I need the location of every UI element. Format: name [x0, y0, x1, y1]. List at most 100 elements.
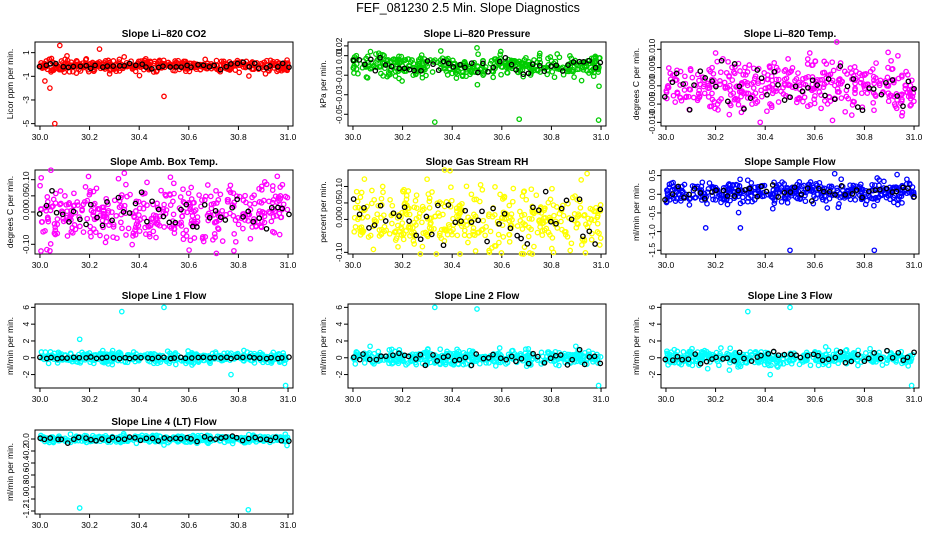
data-point — [352, 361, 359, 367]
y-tick-label: 0.5 — [647, 169, 657, 181]
outlier-point — [228, 371, 234, 378]
data-point — [714, 58, 721, 65]
data-point — [578, 77, 585, 84]
x-tick-label: 30.4 — [757, 394, 774, 404]
x-tick-label: 31.0 — [593, 132, 610, 142]
data-point — [465, 239, 471, 246]
data-point — [871, 107, 877, 114]
y-tick-label: -2 — [334, 371, 344, 379]
data-point — [116, 56, 123, 63]
reference-point — [542, 188, 549, 195]
data-point — [45, 360, 52, 367]
data-point — [412, 197, 419, 204]
panel-title: Slope Amb. Box Temp. — [110, 157, 218, 168]
reference-point — [263, 225, 270, 232]
data-point — [113, 212, 120, 219]
y-tick-label: -2 — [21, 371, 31, 379]
panel-title: Slope Line 2 Flow — [435, 291, 520, 302]
data-point — [858, 90, 865, 97]
data-point — [721, 79, 728, 86]
data-point — [144, 179, 150, 186]
data-point — [682, 73, 688, 80]
data-point — [705, 94, 712, 100]
data-point — [44, 194, 51, 200]
data-point — [115, 175, 122, 182]
outlier-point — [712, 50, 719, 56]
data-point — [369, 187, 375, 194]
data-point — [153, 234, 159, 241]
data-point — [785, 56, 791, 62]
x-tick-label: 30.2 — [707, 394, 724, 404]
data-point — [121, 54, 128, 60]
data-point — [802, 198, 809, 205]
x-tick-label: 30.2 — [707, 132, 724, 142]
reference-point — [60, 63, 67, 70]
x-tick-label: 30.2 — [394, 260, 411, 270]
outlier-point — [474, 306, 480, 312]
outlier-point — [56, 42, 63, 49]
y-tick-label: 0.05 — [334, 194, 344, 211]
data-point — [262, 70, 269, 77]
reference-point — [524, 241, 531, 247]
data-point — [242, 192, 248, 199]
data-point — [842, 108, 849, 115]
data-point — [748, 180, 755, 186]
outlier-point — [871, 247, 878, 254]
data-point — [537, 59, 544, 66]
figure-title: FEF_081230 2.5 Min. Slope Diagnostics — [356, 1, 580, 15]
reference-point — [228, 61, 234, 67]
data-point — [519, 226, 526, 232]
data-point — [727, 345, 734, 352]
data-point — [482, 232, 488, 239]
reference-point — [195, 61, 201, 68]
y-tick-label: 4 — [334, 322, 344, 327]
outlier-point — [245, 506, 252, 513]
data-point — [419, 243, 426, 250]
data-point — [357, 194, 364, 201]
y-tick-label: 0.02 — [334, 37, 344, 54]
data-point — [885, 98, 892, 105]
data-point — [236, 69, 243, 76]
data-point — [871, 202, 877, 209]
data-point — [804, 56, 811, 62]
x-tick-label: 30.8 — [230, 520, 247, 530]
y-tick-label: 0.00 — [21, 203, 31, 220]
data-point — [523, 196, 530, 203]
data-point — [735, 209, 742, 216]
data-point — [227, 182, 234, 189]
data-point — [701, 90, 708, 97]
outlier-point — [578, 177, 585, 183]
reference-point — [104, 63, 111, 69]
data-point — [204, 182, 211, 188]
data-point — [578, 242, 585, 248]
data-point — [818, 105, 824, 112]
y-tick-label: 0 — [647, 355, 657, 360]
data-point — [769, 205, 776, 212]
data-point — [483, 223, 489, 230]
reference-point — [518, 235, 524, 242]
y-tick-label: -1.0 — [647, 224, 657, 239]
x-tick-label: 30.6 — [181, 260, 198, 270]
x-tick-label: 30.2 — [81, 394, 98, 404]
plot-frame — [34, 41, 294, 127]
data-point — [132, 208, 139, 214]
data-point — [231, 231, 238, 237]
data-point — [187, 237, 194, 244]
data-point — [396, 75, 402, 82]
data-point — [103, 234, 110, 240]
reference-point — [781, 97, 788, 103]
data-point — [116, 68, 123, 74]
data-point — [274, 173, 281, 180]
reference-point — [126, 60, 133, 67]
x-tick-label: 30.8 — [230, 394, 247, 404]
reference-point — [200, 62, 207, 69]
data-point — [496, 239, 502, 246]
reference-point — [854, 104, 861, 110]
data-point — [400, 236, 407, 243]
data-point — [284, 65, 291, 72]
y-tick-label: 2 — [647, 338, 657, 343]
data-point — [855, 347, 862, 354]
y-tick-label: 0 — [21, 355, 31, 360]
y-tick-label: -1.5 — [647, 243, 657, 258]
reference-point — [274, 63, 281, 70]
